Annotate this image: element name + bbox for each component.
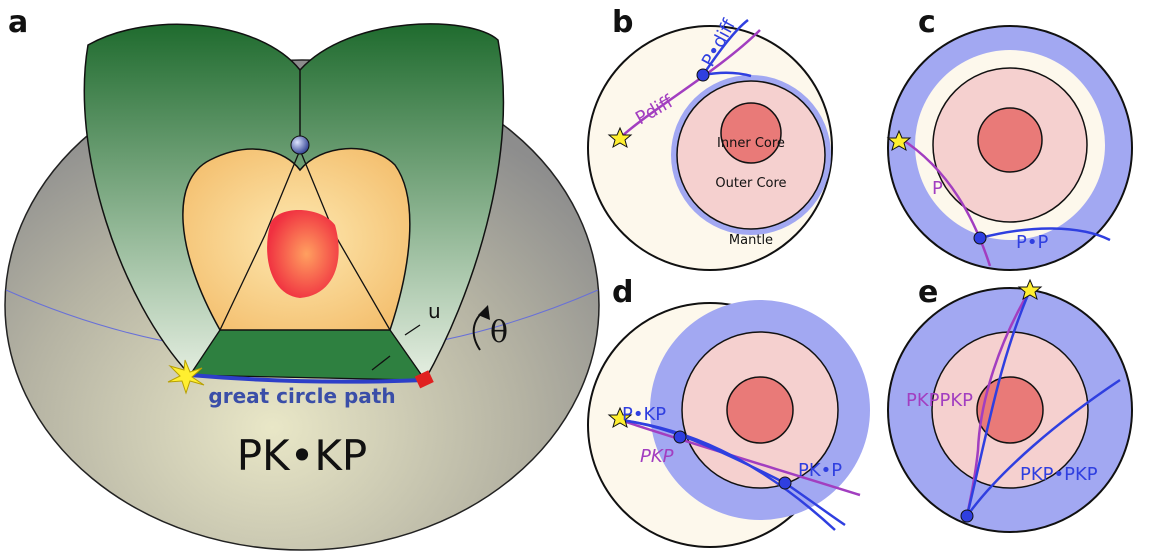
label: Inner Core: [717, 136, 785, 151]
label: great circle path: [208, 384, 395, 408]
panel-label: a: [8, 5, 28, 40]
label: P•KP: [622, 404, 666, 425]
panel-label: b: [612, 5, 633, 40]
label: Mantle: [729, 233, 773, 248]
label: PK•KP: [237, 431, 368, 480]
panel-e: e PKPPKP PKP•PKP: [887, 275, 1133, 533]
panel-label: c: [918, 5, 936, 40]
label: P•P: [1016, 232, 1048, 253]
label: u: [428, 299, 441, 323]
label: PKP•PKP: [1020, 464, 1098, 485]
label: PK•P: [798, 460, 842, 481]
panel-c: c P P•P: [886, 5, 1133, 271]
label: Outer Core: [715, 176, 786, 191]
panel-a: a u θ great circle path PK•KP: [4, 5, 600, 551]
label: PKPPKP: [906, 390, 973, 411]
panel-label: d: [612, 275, 633, 310]
label: θ: [490, 315, 508, 350]
label: PKP: [640, 446, 674, 467]
panel-d: d P•KP PKP PK•P: [587, 275, 870, 548]
panel-label: e: [918, 275, 938, 310]
panel-b: b P•diff Pdiff Inner Core Outer Core Man…: [587, 5, 833, 271]
label: P: [932, 178, 943, 199]
